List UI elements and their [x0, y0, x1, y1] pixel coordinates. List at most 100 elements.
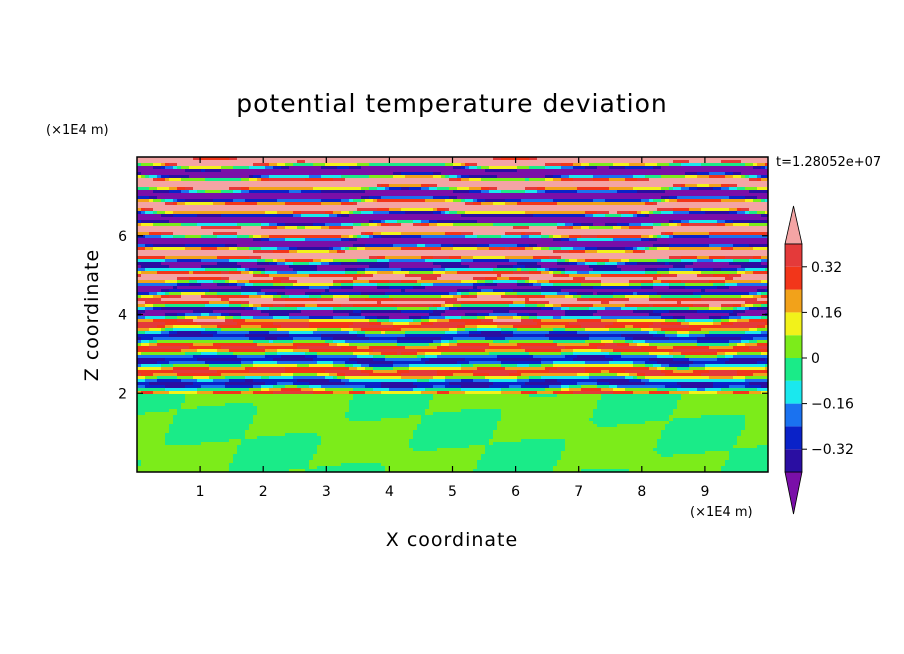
contour-cell — [701, 226, 706, 230]
contour-cell — [457, 250, 462, 254]
contour-cell — [333, 244, 338, 248]
contour-cell — [673, 247, 678, 251]
contour-cell — [189, 223, 194, 227]
contour-cell — [165, 169, 170, 173]
contour-cell — [433, 190, 438, 194]
contour-cell — [301, 202, 306, 206]
contour-cell — [601, 187, 606, 191]
contour-cell — [229, 163, 234, 167]
contour-cell — [369, 226, 374, 230]
contour-cell — [397, 187, 402, 191]
contour-cell — [505, 178, 510, 182]
contour-cell — [453, 199, 458, 203]
contour-cell — [453, 211, 458, 215]
contour-cell — [429, 238, 434, 242]
contour-cell — [413, 247, 418, 251]
contour-cell — [557, 196, 562, 200]
contour-cell — [281, 244, 286, 248]
contour-cell — [473, 211, 478, 215]
contour-cell — [313, 202, 318, 206]
contour-cell — [601, 205, 606, 209]
contour-cell — [369, 244, 374, 248]
contour-cell — [525, 235, 530, 239]
contour-cell — [681, 232, 686, 236]
contour-cell — [493, 217, 498, 221]
contour-cell — [141, 211, 146, 215]
contour-cell — [365, 220, 370, 224]
contour-cell — [137, 217, 142, 221]
contour-cell — [293, 166, 298, 170]
contour-cell — [397, 181, 402, 185]
contour-cell — [173, 169, 178, 173]
contour-cell — [177, 220, 182, 224]
contour-cell — [481, 241, 486, 245]
contour-cell — [505, 193, 510, 197]
contour-cell — [297, 223, 302, 227]
contour-cell — [305, 250, 310, 254]
contour-cell — [589, 241, 594, 245]
contour-cell — [709, 163, 714, 167]
contour-cell — [193, 211, 198, 215]
contour-cell — [529, 208, 534, 212]
contour-cell — [277, 181, 282, 185]
contour-cell — [409, 175, 414, 179]
contour-cell — [741, 193, 746, 197]
contour-cell — [149, 217, 154, 221]
contour-cell — [169, 178, 174, 182]
contour-cell — [225, 235, 230, 239]
contour-cell — [553, 220, 558, 224]
contour-cell — [429, 178, 434, 182]
contour-cell — [661, 172, 666, 176]
contour-cell — [501, 214, 506, 218]
contour-cell — [141, 181, 146, 185]
contour-cell — [341, 220, 346, 224]
contour-cell — [597, 241, 602, 245]
contour-cell — [389, 247, 394, 251]
contour-cell — [409, 184, 414, 188]
contour-cell — [241, 241, 246, 245]
contour-cell — [149, 181, 154, 185]
contour-cell — [269, 184, 274, 188]
contour-cell — [485, 172, 490, 176]
contour-cell — [745, 244, 750, 248]
contour-cell — [565, 241, 570, 245]
contour-cell — [597, 169, 602, 173]
contour-cell — [445, 211, 450, 215]
contour-cell — [169, 157, 174, 161]
contour-cell — [741, 238, 746, 242]
contour-cell — [445, 214, 450, 218]
contour-cell — [137, 196, 142, 200]
contour-cell — [537, 232, 542, 236]
contour-cell — [185, 232, 190, 236]
contour-cell — [273, 202, 278, 206]
contour-cell — [745, 175, 750, 179]
contour-cell — [393, 229, 398, 233]
contour-cell — [577, 202, 582, 206]
contour-cell — [409, 229, 414, 233]
contour-cell — [365, 208, 370, 212]
contour-cell — [605, 199, 610, 203]
contour-cell — [213, 178, 218, 182]
contour-cell — [685, 205, 690, 209]
contour-cell — [225, 232, 230, 236]
contour-cell — [221, 235, 226, 239]
contour-cell — [165, 163, 170, 167]
contour-cell — [293, 157, 298, 161]
contour-cell — [653, 157, 658, 161]
contour-cell — [209, 184, 214, 188]
contour-cell — [525, 166, 530, 170]
contour-cell — [433, 250, 438, 254]
contour-cell — [449, 211, 454, 215]
contour-cell — [369, 199, 374, 203]
contour-cell — [689, 247, 694, 251]
contour-cell — [325, 166, 330, 170]
contour-cell — [745, 238, 750, 242]
contour-cell — [473, 223, 478, 227]
contour-cell — [157, 241, 162, 245]
contour-cell — [525, 163, 530, 167]
contour-cell — [369, 163, 374, 167]
contour-cell — [605, 205, 610, 209]
contour-cell — [585, 223, 590, 227]
contour-cell — [661, 208, 666, 212]
contour-cell — [205, 178, 210, 182]
